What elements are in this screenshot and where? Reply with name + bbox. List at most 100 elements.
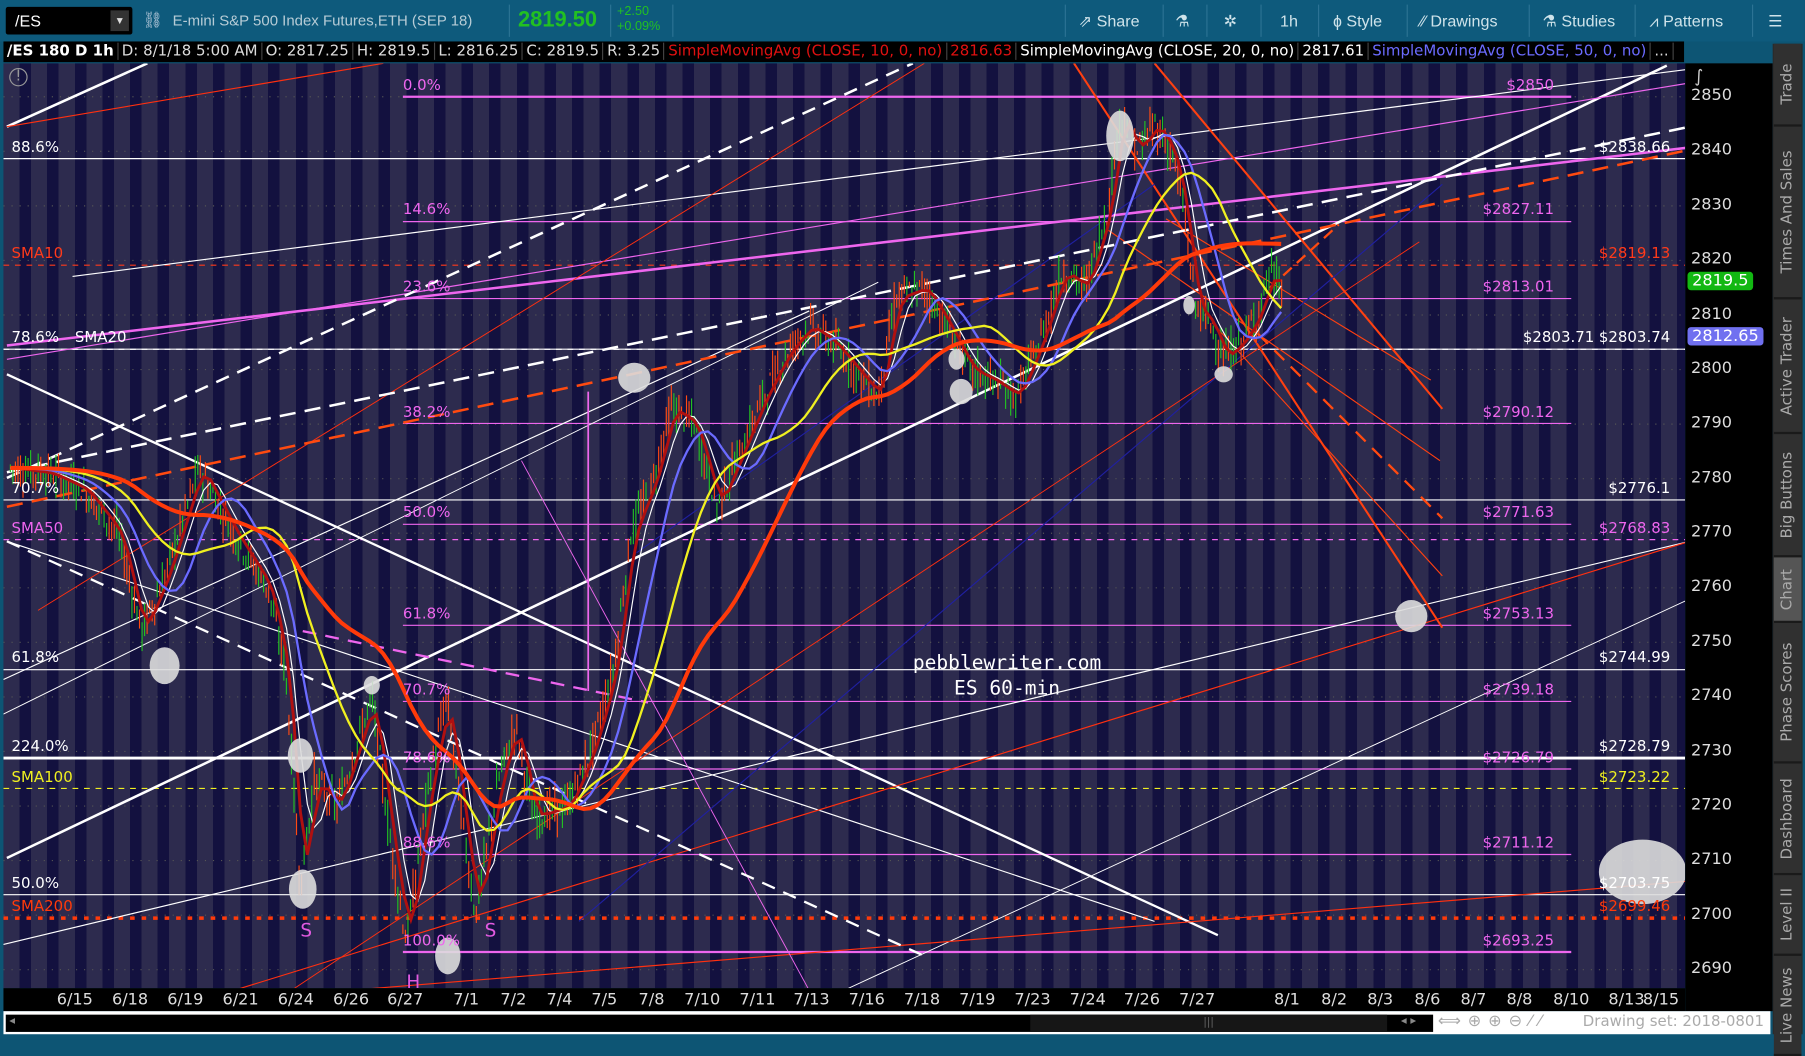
chart-plot-area[interactable]: pebblewriter.com ES 60-min S S H ! 0.0% $2… <box>3 63 1686 989</box>
sidebar-tab-label: Trade <box>1779 63 1797 105</box>
price-tick-label: 2740 <box>1690 686 1732 705</box>
share-button[interactable]: ⇗ Share <box>1079 12 1140 32</box>
sma20-study[interactable]: SimpleMovingAvg (CLOSE, 20, 0, no) <box>1016 42 1299 60</box>
highlight-ellipse <box>1598 839 1686 905</box>
chevron-down-icon[interactable]: ▼ <box>110 10 129 32</box>
trendline <box>3 310 810 681</box>
sidebar-tab-dashboard[interactable]: Dashboard <box>1773 763 1802 876</box>
trendline <box>239 542 1686 989</box>
shoulder-label-right: S <box>484 919 497 941</box>
date-tick-label: 8/6 <box>1414 990 1441 1009</box>
price-tick-label: 2790 <box>1690 413 1732 433</box>
sma-name-label: SMA50 <box>11 520 64 538</box>
scroll-arrows-icon[interactable]: ◂ ▸ <box>1400 1014 1417 1028</box>
date-tick-label: 8/3 <box>1367 990 1394 1009</box>
sma-price-label: $2723.22 <box>1598 768 1671 787</box>
gear-icon[interactable]: ✲ <box>1223 11 1238 30</box>
date-tick-label: 7/13 <box>793 990 830 1009</box>
bar-date: D: 8/1/18 5:00 AM <box>118 42 263 60</box>
interval-button[interactable]: 1h <box>1280 11 1298 30</box>
drawings-button[interactable]: ⁄⁄ Drawings <box>1420 12 1497 30</box>
trendline <box>293 241 1420 989</box>
sma-price-label: $2768.83 <box>1598 520 1671 538</box>
drawing-tool-icon[interactable]: ⁄⁄ <box>1528 1012 1549 1031</box>
sidebar-tab-phase-scores[interactable]: Phase Scores <box>1773 623 1802 764</box>
date-tick-label: 6/26 <box>332 990 370 1009</box>
trendline <box>369 880 1686 989</box>
trendline-dashed <box>1257 333 1444 520</box>
alert-icon[interactable]: ! <box>9 67 28 87</box>
scrollbar-thumb[interactable]: ||| <box>1030 1014 1388 1032</box>
studies-label: Studies <box>1561 11 1616 30</box>
horizontal-scrollbar[interactable]: ◂ ||| ◂ ▸ <box>5 1014 1434 1032</box>
sma20-value: 2817.61 <box>1298 42 1369 60</box>
sma50-study[interactable]: SimpleMovingAvg (CLOSE, 50, 0, no) <box>1368 42 1651 60</box>
sidebar-tab-label: Dashboard <box>1779 777 1797 859</box>
trendline <box>521 460 809 989</box>
price-tick-label: 2850 <box>1690 86 1732 105</box>
zoom-in-icon[interactable]: ⊕ <box>1488 1012 1509 1031</box>
bar-open: O: 2817.25 <box>262 42 354 60</box>
fib-pct-label: 61.8% <box>402 605 451 623</box>
fib-pct-label: 70.7% <box>402 681 451 700</box>
symbol-selector[interactable]: /ES ▼ <box>5 6 133 35</box>
sma10-study[interactable]: SimpleMovingAvg (CLOSE, 10, 0, no) <box>664 42 947 60</box>
crosshair-icon[interactable]: ⊕ <box>1467 1012 1489 1031</box>
sidebar-tab-live-news[interactable]: Live News <box>1773 955 1802 1056</box>
sidebar-tab-big-buttons[interactable]: Big Buttons <box>1773 434 1802 558</box>
price-axis[interactable]: ∫ 2819.5 2812.65 2850 2840 2830 2820 2810 280… <box>1685 63 1773 1012</box>
level-pct-label: 61.8% <box>11 650 60 668</box>
candlestick-icon: ɸ <box>1332 11 1342 30</box>
date-tick-label: 8/2 <box>1321 990 1348 1009</box>
trendline <box>72 69 1686 277</box>
chart-settings-icon[interactable]: ∫ <box>1694 65 1704 87</box>
fib-pct-label: 0.0% <box>402 77 441 95</box>
level-pct-label: 88.6% <box>11 139 60 157</box>
zoom-out-icon[interactable]: ⊖ <box>1508 1012 1529 1031</box>
time-axis[interactable]: 6/15 6/18 6/19 6/21 6/24 6/26 6/27 7/1 7/2 7/4 7/5… <box>3 988 1686 1012</box>
link-icon[interactable]: ⛓ <box>142 10 164 29</box>
trendline <box>3 281 879 715</box>
sidebar-tab-label: Chart <box>1779 568 1797 610</box>
sidebar-tab-chart[interactable]: Chart <box>1773 557 1802 624</box>
date-tick-label: 7/27 <box>1179 990 1216 1009</box>
sidebar-tab-label: Phase Scores <box>1779 642 1797 742</box>
fib-price-label: $2827.11 <box>1482 202 1554 220</box>
date-tick-label: 7/16 <box>848 990 885 1009</box>
menu-icon[interactable]: ☰ <box>1768 11 1783 30</box>
scroll-left-icon[interactable]: ◂ <box>9 1014 16 1028</box>
sidebar-tab-trade[interactable]: Trade <box>1773 43 1802 127</box>
highlight-ellipse <box>363 676 380 695</box>
level-pct-label: 50.0% <box>11 875 60 893</box>
price-tick-label: 2820 <box>1690 250 1732 269</box>
drawing-set-label[interactable]: Drawing set: 2018-0801 <box>1582 1013 1764 1031</box>
patterns-label: Patterns <box>1663 11 1724 30</box>
date-tick-label: 8/13 <box>1608 990 1645 1009</box>
price-tick-label: 2730 <box>1690 741 1732 760</box>
sidebar-tab-active-trader[interactable]: Active Trader <box>1773 299 1802 435</box>
price-tick-label: 2710 <box>1690 850 1732 869</box>
trendline <box>1165 218 1432 381</box>
flask-icon[interactable]: ⚗ <box>1175 11 1190 30</box>
style-button[interactable]: ɸ Style <box>1333 12 1382 30</box>
expand-icon[interactable]: ⟺ <box>1437 1012 1468 1031</box>
date-tick-label: 8/15 <box>1642 990 1680 1009</box>
chart-drawings <box>3 63 1686 989</box>
sidebar-tab-level-ii[interactable]: Level II <box>1773 875 1802 956</box>
date-tick-label: 7/5 <box>591 990 618 1009</box>
price-change: +2.50 +0.09% <box>617 5 660 35</box>
trendline-dashed <box>1268 223 1340 289</box>
level-price-label: $2744.99 <box>1598 650 1671 668</box>
studies-button[interactable]: ⚗ Studies <box>1542 12 1615 32</box>
fib-price-label: $2771.63 <box>1482 504 1554 523</box>
sma-name-label: SMA200 <box>11 898 73 916</box>
more-studies[interactable]: ... <box>1650 42 1674 60</box>
date-tick-label: 8/10 <box>1553 990 1590 1009</box>
instrument-description: E-mini S&P 500 Index Futures,ETH (SEP 18… <box>172 11 473 29</box>
sma-name-label: SMA10 <box>11 245 64 263</box>
level-pct-label: 78.6% <box>11 329 60 347</box>
sidebar-tab-times-and-sales[interactable]: Times And Sales <box>1773 126 1802 300</box>
sma10-value: 2816.63 <box>946 42 1017 60</box>
patterns-button[interactable]: ⩘ Patterns <box>1650 12 1724 32</box>
trendline-dashed <box>6 63 914 480</box>
